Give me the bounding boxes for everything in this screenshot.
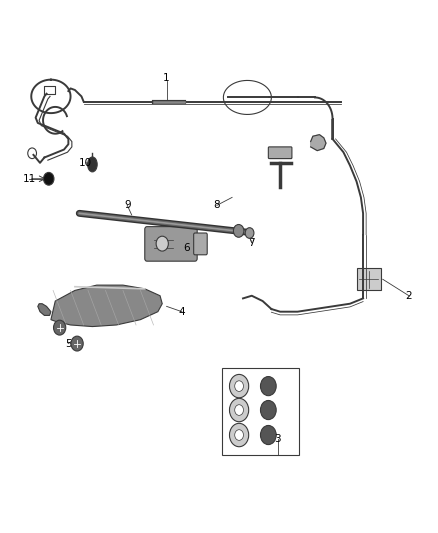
Circle shape [233,224,244,237]
Text: 8: 8 [213,200,220,211]
Text: 1: 1 [163,73,170,83]
Circle shape [230,374,249,398]
Text: 11: 11 [22,174,36,184]
Text: 5: 5 [65,338,72,349]
Circle shape [261,425,276,445]
Text: 9: 9 [124,200,131,211]
Text: 7: 7 [248,238,255,247]
Circle shape [28,148,36,159]
FancyBboxPatch shape [223,368,299,455]
Polygon shape [38,304,51,316]
Circle shape [53,320,66,335]
Circle shape [71,336,83,351]
FancyBboxPatch shape [357,268,381,290]
Text: 3: 3 [275,434,281,445]
Circle shape [261,400,276,419]
Circle shape [43,172,54,185]
Text: 2: 2 [406,290,412,301]
FancyBboxPatch shape [268,147,292,159]
FancyBboxPatch shape [145,227,197,261]
Circle shape [235,430,244,440]
Circle shape [230,398,249,422]
Circle shape [261,376,276,395]
Polygon shape [51,285,162,327]
Circle shape [230,423,249,447]
FancyBboxPatch shape [194,233,207,255]
Circle shape [235,405,244,415]
Circle shape [235,381,244,391]
Circle shape [156,236,168,251]
Polygon shape [311,135,326,151]
Text: 4: 4 [179,306,185,317]
Ellipse shape [88,157,97,172]
Circle shape [245,228,254,238]
Text: 10: 10 [79,158,92,168]
Text: 6: 6 [183,243,190,253]
